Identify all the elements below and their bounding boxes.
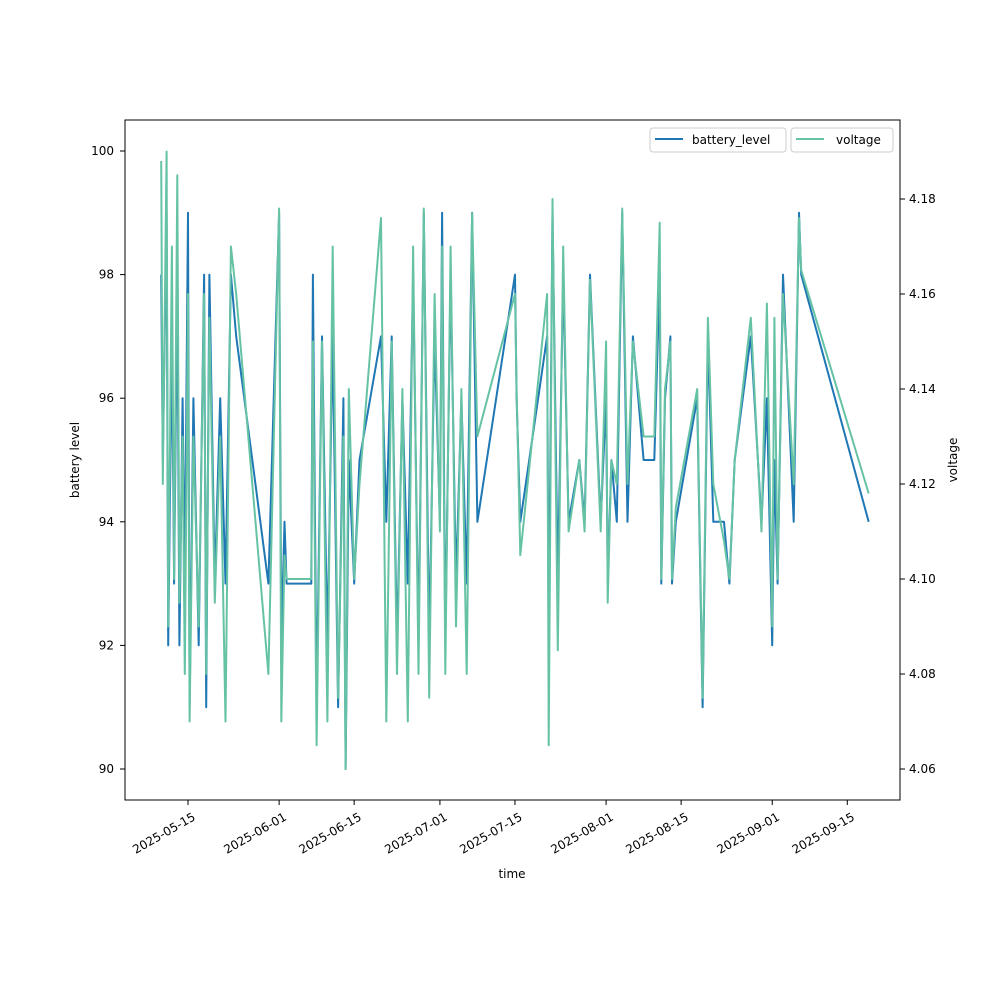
legend-label-voltage: voltage bbox=[836, 133, 881, 147]
x-tick-label: 2025-09-01 bbox=[715, 810, 782, 857]
legend-label-battery: battery_level bbox=[692, 133, 770, 147]
y-right-tick-label: 4.16 bbox=[909, 287, 936, 301]
y-tick-label: 100 bbox=[91, 144, 114, 158]
legend-voltage: voltage bbox=[790, 127, 894, 153]
x-tick-label: 2025-08-01 bbox=[548, 810, 615, 857]
series-line-voltage bbox=[160, 150, 870, 770]
x-tick-label: 2025-08-15 bbox=[623, 810, 690, 857]
plot-frame bbox=[124, 119, 901, 801]
y-tick-label: 96 bbox=[99, 391, 114, 405]
y-axis-label: battery level bbox=[68, 422, 82, 498]
x-tick-label: 2025-09-15 bbox=[790, 810, 857, 857]
y-right-tick-label: 4.12 bbox=[909, 477, 936, 491]
x-tick-label: 2025-07-01 bbox=[382, 810, 449, 857]
y-right-tick-label: 4.14 bbox=[909, 382, 936, 396]
y-right-tick-label: 4.08 bbox=[909, 667, 936, 681]
x-tick-label: 2025-05-15 bbox=[130, 810, 197, 857]
y-right-tick-label: 4.10 bbox=[909, 572, 936, 586]
x-axis-label: time bbox=[498, 867, 525, 881]
x-tick-label: 2025-07-15 bbox=[457, 810, 524, 857]
y-right-tick-label: 4.18 bbox=[909, 192, 936, 206]
y-tick-label: 98 bbox=[99, 268, 114, 282]
y-axis-right-label: voltage bbox=[946, 438, 960, 483]
y-tick-label: 92 bbox=[99, 638, 114, 652]
y-right-tick-label: 4.06 bbox=[909, 762, 936, 776]
x-tick-label: 2025-06-15 bbox=[296, 810, 363, 857]
y-tick-label: 90 bbox=[99, 762, 114, 776]
x-tick-label: 2025-06-01 bbox=[221, 810, 288, 857]
legend-battery: battery_level bbox=[649, 127, 787, 153]
y-tick-label: 94 bbox=[99, 515, 114, 529]
